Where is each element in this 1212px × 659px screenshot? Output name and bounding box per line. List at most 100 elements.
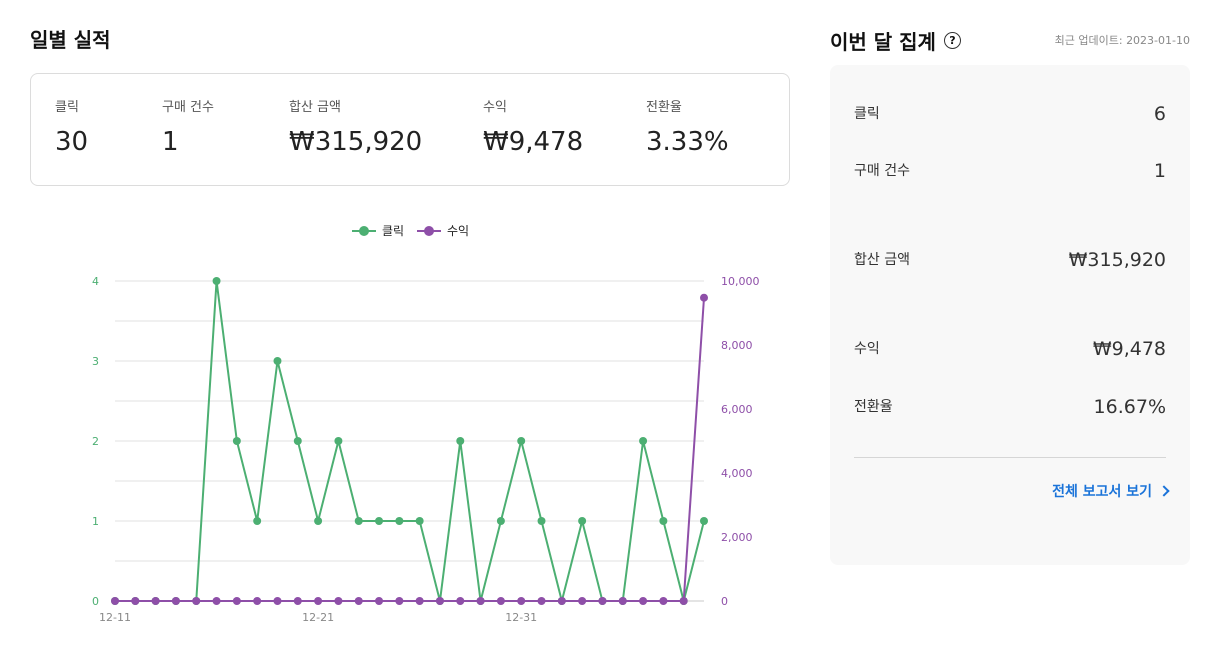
metric-value: 1 bbox=[162, 127, 179, 157]
data-point-clicks bbox=[517, 437, 526, 445]
data-point-clicks bbox=[334, 437, 343, 445]
full-report-link-label: 전체 보고서 보기 bbox=[1052, 484, 1152, 500]
data-point-clicks bbox=[659, 517, 668, 525]
data-point-revenue bbox=[131, 597, 140, 605]
y-right-tick-label: 6,000 bbox=[721, 403, 753, 416]
x-tick-label: 12-21 bbox=[302, 611, 334, 624]
x-tick-label: 12-11 bbox=[99, 611, 131, 624]
data-point-revenue bbox=[293, 597, 302, 605]
data-point-clicks bbox=[639, 437, 648, 445]
data-point-revenue bbox=[496, 597, 505, 605]
data-point-revenue bbox=[354, 597, 363, 605]
monthly-row-value: 1 bbox=[1153, 160, 1166, 182]
y-right-tick-label: 8,000 bbox=[721, 339, 753, 352]
data-point-revenue bbox=[375, 597, 384, 605]
data-point-revenue bbox=[314, 597, 323, 605]
data-point-revenue bbox=[618, 597, 627, 605]
y-left-tick-label: 1 bbox=[92, 515, 99, 528]
last-updated-value: 2023-01-10 bbox=[1126, 34, 1190, 47]
last-updated-label: 최근 업데이트: bbox=[1054, 34, 1123, 47]
data-point-clicks bbox=[395, 517, 404, 525]
data-point-clicks bbox=[700, 517, 708, 525]
monthly-row-label: 구매 건수 bbox=[854, 163, 910, 179]
y-left-tick-label: 2 bbox=[92, 435, 99, 448]
x-tick-label: 12-31 bbox=[505, 611, 537, 624]
monthly-row-value: ₩315,920 bbox=[1068, 249, 1166, 271]
data-point-revenue bbox=[700, 293, 708, 302]
y-right-tick-label: 0 bbox=[721, 595, 728, 608]
data-point-revenue bbox=[435, 597, 444, 605]
data-point-clicks bbox=[232, 437, 241, 445]
y-left-tick-label: 3 bbox=[92, 355, 99, 368]
monthly-row-label: 수익 bbox=[854, 341, 880, 357]
data-point-clicks bbox=[273, 357, 282, 365]
metric-label: 수익 bbox=[483, 100, 507, 115]
metric-label: 구매 건수 bbox=[162, 100, 214, 115]
data-point-revenue bbox=[253, 597, 262, 605]
data-point-revenue bbox=[537, 597, 546, 605]
daily-section-title: 일별 실적 bbox=[30, 28, 111, 52]
metric-value: 3.33% bbox=[646, 127, 729, 157]
monthly-row-value: 6 bbox=[1153, 103, 1166, 125]
data-point-revenue bbox=[456, 597, 465, 605]
data-point-revenue bbox=[212, 597, 221, 605]
metric-label: 전환율 bbox=[646, 100, 682, 115]
daily-chart: 0 1 2 3 4 0 2,000 4,000 6,000 8,000 10,000 12-11 12-… bbox=[30, 210, 790, 630]
data-point-clicks bbox=[314, 517, 323, 525]
last-updated: 최근 업데이트: 2023-01-10 bbox=[1055, 32, 1190, 48]
monthly-section-title: 이번 달 집계 ? bbox=[830, 26, 961, 55]
full-report-link[interactable]: 전체 보고서 보기 bbox=[1052, 481, 1170, 501]
legend-marker bbox=[424, 226, 434, 236]
monthly-row-label: 클릭 bbox=[854, 106, 880, 122]
data-point-clicks bbox=[415, 517, 424, 525]
series-line-revenue bbox=[115, 297, 705, 602]
data-point-revenue bbox=[415, 597, 424, 605]
legend-label: 클릭 bbox=[382, 224, 404, 238]
legend-label: 수익 bbox=[447, 224, 469, 238]
monthly-row-label: 합산 금액 bbox=[854, 252, 910, 268]
metric-value: 30 bbox=[55, 127, 89, 157]
metric-label: 합산 금액 bbox=[289, 100, 341, 115]
metric-clicks: 클릭 30 bbox=[55, 96, 88, 157]
data-point-clicks bbox=[578, 517, 587, 525]
data-point-revenue bbox=[273, 597, 282, 605]
question-circle-icon[interactable]: ? bbox=[943, 32, 961, 49]
metric-conversion-rate: 전환율 3.33% bbox=[646, 96, 729, 157]
data-point-clicks bbox=[496, 517, 505, 525]
metric-value: ₩315,920 bbox=[289, 127, 423, 157]
data-point-revenue bbox=[395, 597, 404, 605]
monthly-title-text: 이번 달 집계 bbox=[830, 30, 936, 54]
data-point-revenue bbox=[232, 597, 241, 605]
chevron-right-icon bbox=[1158, 485, 1170, 497]
metric-value: ₩9,478 bbox=[483, 127, 584, 157]
data-point-clicks bbox=[354, 517, 363, 525]
data-point-revenue bbox=[192, 597, 201, 605]
data-point-clicks bbox=[253, 517, 262, 525]
y-right-tick-label: 10,000 bbox=[721, 275, 760, 288]
data-point-revenue bbox=[111, 597, 119, 605]
data-point-revenue bbox=[171, 597, 180, 605]
data-point-clicks bbox=[456, 437, 465, 445]
data-point-clicks bbox=[293, 437, 302, 445]
data-point-revenue bbox=[659, 597, 668, 605]
metric-label: 클릭 bbox=[55, 100, 79, 115]
data-point-revenue bbox=[598, 597, 607, 605]
data-point-revenue bbox=[679, 597, 688, 605]
y-left-tick-label: 0 bbox=[92, 595, 99, 608]
monthly-summary-panel: 클릭 6 구매 건수 1 합산 금액 ₩315,920 수익 ₩9,478 전환… bbox=[830, 65, 1190, 565]
data-point-revenue bbox=[578, 597, 587, 605]
data-point-clicks bbox=[212, 277, 221, 285]
data-point-revenue bbox=[476, 597, 485, 605]
metric-revenue: 수익 ₩9,478 bbox=[483, 96, 583, 157]
daily-line-chart: 0 1 2 3 4 0 2,000 4,000 6,000 8,000 10,000 12-11 12-… bbox=[92, 224, 760, 624]
y-right-tick-label: 2,000 bbox=[721, 531, 753, 544]
y-left-tick-label: 4 bbox=[92, 275, 99, 288]
metric-total-amount: 합산 금액 ₩315,920 bbox=[289, 96, 422, 157]
legend-marker bbox=[359, 226, 369, 236]
data-point-revenue bbox=[639, 597, 648, 605]
data-point-revenue bbox=[517, 597, 526, 605]
y-right-tick-label: 4,000 bbox=[721, 467, 753, 480]
data-point-clicks bbox=[375, 517, 384, 525]
data-point-clicks bbox=[537, 517, 546, 525]
daily-summary-card: 클릭 30 구매 건수 1 합산 금액 ₩315,920 수익 ₩9,478 전… bbox=[30, 73, 790, 186]
